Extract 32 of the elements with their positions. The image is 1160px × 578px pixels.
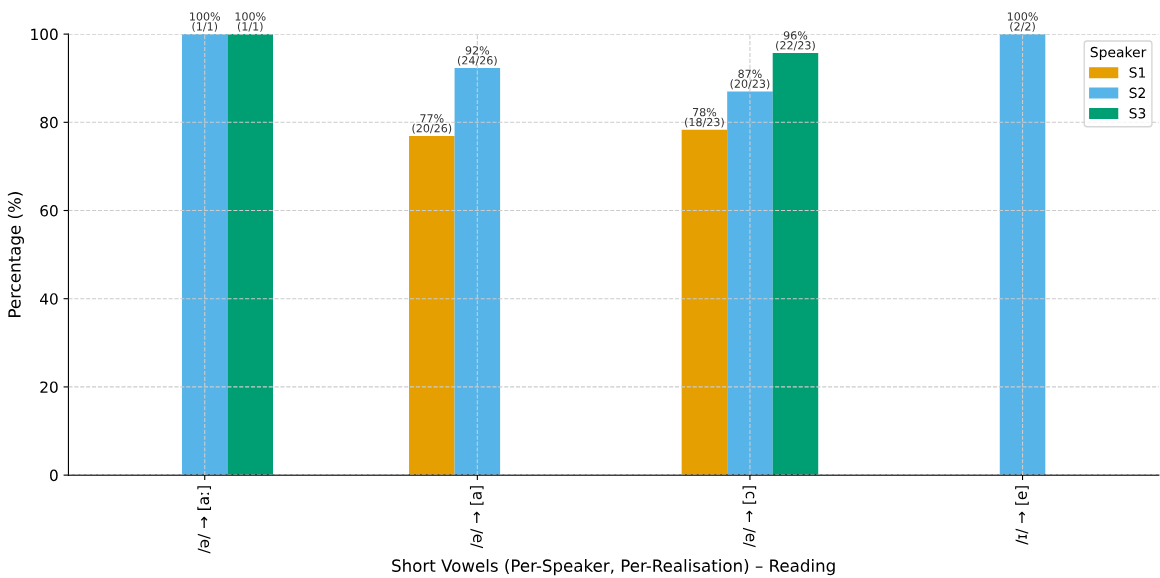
x-tick-label: /ə/ → [aː] — [197, 486, 211, 554]
y-tick-label: 60 — [40, 204, 58, 217]
legend-label: S3 — [1129, 108, 1146, 119]
x-tick-label: /ə/ → [ɔ] — [742, 486, 757, 548]
y-tick-label: 40 — [40, 293, 58, 305]
bar — [454, 68, 501, 476]
x-tick-label: /ɪ/ → [e] — [1015, 486, 1029, 545]
data-label: 100% (1/1) — [190, 12, 221, 32]
y-tick-label: 0 — [50, 469, 58, 482]
y-tick-label: 80 — [40, 116, 58, 129]
data-label: 92% (24/26) — [457, 46, 497, 66]
y-tick-label: 100 — [31, 28, 58, 41]
data-label: 100% (1/1) — [235, 12, 266, 32]
bar — [227, 34, 274, 476]
y-tick-label: 20 — [40, 381, 58, 393]
legend-label: S2 — [1129, 87, 1145, 99]
bar — [772, 53, 819, 476]
bar — [999, 34, 1046, 476]
bar — [181, 34, 228, 476]
y-axis-title: Percentage (%) — [7, 192, 24, 317]
data-label: 100% (2/2) — [1007, 12, 1038, 32]
legend-label: S1 — [1129, 67, 1146, 78]
x-tick-label: /ə/ → [a] — [469, 486, 484, 549]
data-label: 78% (18/23) — [685, 107, 724, 128]
bar — [681, 129, 728, 476]
bar — [727, 91, 773, 476]
bar — [409, 135, 455, 476]
legend-title: Speaker — [1090, 46, 1147, 61]
data-label: 87% (20/23) — [730, 69, 770, 90]
data-label: 77% (20/26) — [412, 114, 452, 134]
data-label: 96% (22/23) — [776, 31, 815, 51]
x-axis-title: Short Vowels (Per-Speaker, Per-Realisation) – Reading — [392, 559, 835, 576]
